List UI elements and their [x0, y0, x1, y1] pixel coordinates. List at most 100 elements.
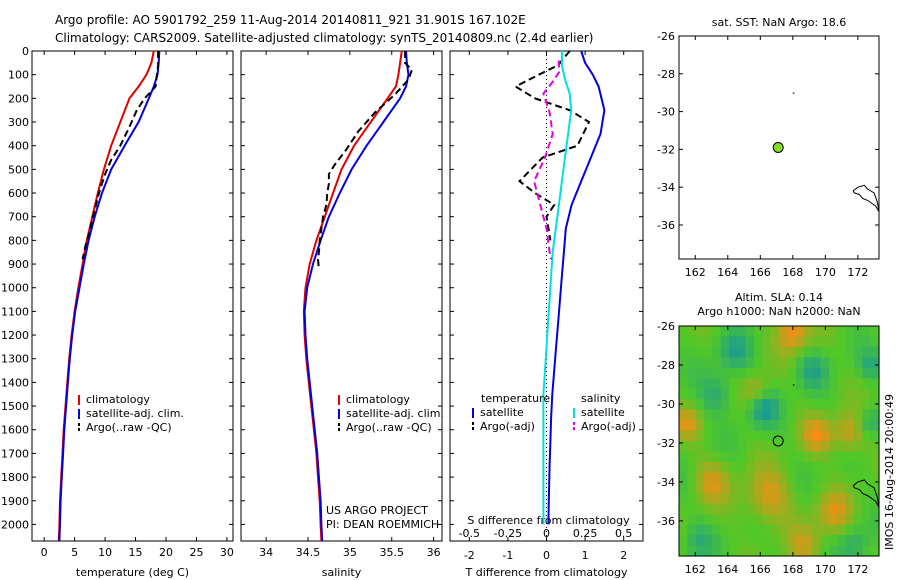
legend-label: satellite-adj. clim. — [86, 407, 184, 420]
heatmap-cell — [854, 493, 863, 505]
heatmap-cell — [704, 430, 713, 442]
heatmap-cell — [820, 503, 830, 515]
heatmap-cell — [745, 409, 755, 421]
heatmap-cell — [754, 451, 763, 463]
heatmap-cell — [762, 388, 772, 400]
heatmap-cell — [870, 451, 880, 463]
x-tick-label: 15 — [129, 546, 143, 559]
heatmap-cell — [687, 451, 697, 463]
heatmap-cell — [770, 420, 780, 432]
x-tick-label: 172 — [847, 266, 868, 279]
heatmap-cell — [720, 503, 730, 515]
heatmap-cell — [787, 388, 797, 400]
heatmap-cell — [795, 399, 805, 411]
heatmap-cell — [845, 451, 855, 463]
heatmap-cell — [745, 545, 755, 557]
heatmap-cell — [787, 409, 797, 421]
heatmap-cell — [779, 336, 788, 348]
heatmap-cell — [737, 451, 747, 463]
heatmap-cell — [820, 461, 830, 473]
heatmap-cell — [687, 336, 697, 348]
heatmap-cell — [804, 441, 813, 453]
x-axis-label: salinity — [322, 566, 362, 579]
heatmap-cell — [837, 378, 847, 390]
heatmap-cell — [795, 430, 805, 442]
y-tick-label: -32 — [657, 143, 675, 156]
y-tick-label: 600 — [8, 187, 29, 200]
heatmap-cell — [762, 378, 772, 390]
heatmap-cell — [712, 346, 722, 358]
heatmap-cell — [837, 420, 847, 432]
y-tick-label: 1500 — [1, 400, 29, 413]
heatmap-cell — [729, 326, 738, 338]
heatmap-cell — [745, 451, 755, 463]
y-tick-label: -34 — [657, 476, 675, 489]
heatmap-cell — [812, 378, 822, 390]
heatmap-cell — [720, 545, 730, 557]
heatmap-cell — [720, 482, 730, 494]
heatmap-cell — [712, 482, 722, 494]
heatmap-cell — [762, 545, 772, 557]
heatmap-cell — [762, 451, 772, 463]
y-tick-label: 800 — [8, 234, 29, 247]
heatmap-cell — [754, 482, 763, 494]
heatmap-cell — [812, 493, 822, 505]
heatmap-cell — [829, 514, 838, 526]
heatmap-cell — [762, 420, 772, 432]
heatmap-cell — [870, 482, 880, 494]
heatmap-cell — [854, 326, 863, 338]
heatmap-cell — [862, 461, 872, 473]
heatmap-cell — [837, 357, 847, 369]
heatmap-cell — [787, 514, 797, 526]
heatmap-cell — [754, 524, 763, 536]
heatmap-cell — [779, 524, 788, 536]
heatmap-cell — [779, 378, 788, 390]
heatmap-cell — [695, 503, 705, 515]
heatmap-cell — [762, 514, 772, 526]
heatmap-cell — [695, 524, 705, 536]
heatmap-cell — [862, 524, 872, 536]
heatmap-cell — [687, 514, 697, 526]
heatmap-cell — [704, 493, 713, 505]
heatmap-cell — [862, 451, 872, 463]
heatmap-cell — [679, 367, 688, 379]
heatmap-cell — [762, 326, 772, 338]
heatmap-cell — [787, 451, 797, 463]
heatmap-cell — [804, 535, 813, 547]
heatmap-cell — [770, 326, 780, 338]
heatmap-cell — [845, 336, 855, 348]
heatmap-cell — [795, 441, 805, 453]
heatmap-cell — [820, 326, 830, 338]
heatmap-cell — [695, 535, 705, 547]
heatmap-cell — [754, 535, 763, 547]
heatmap-cell — [712, 472, 722, 484]
profile-location-marker — [772, 142, 784, 153]
heatmap-cell — [854, 545, 863, 557]
heatmap-cell — [870, 545, 880, 557]
heatmap-cell — [845, 503, 855, 515]
heatmap-cell — [779, 545, 788, 557]
heatmap-cell — [812, 420, 822, 432]
profile-location-marker — [772, 435, 784, 447]
heatmap-cell — [745, 472, 755, 484]
heatmap-cell — [854, 503, 863, 515]
heatmap-cell — [837, 451, 847, 463]
heatmap-cell — [845, 420, 855, 432]
heatmap-cell — [720, 493, 730, 505]
heatmap-cell — [787, 493, 797, 505]
y-tick-label: -26 — [657, 320, 675, 333]
heatmap-cell — [795, 420, 805, 432]
coastline — [852, 184, 880, 213]
heatmap-cell — [762, 409, 772, 421]
heatmap-cell — [704, 451, 713, 463]
x-tick-label-secondary: 0.5 — [615, 527, 633, 540]
heatmap-cell — [720, 409, 730, 421]
heatmap-cell — [812, 346, 822, 358]
heatmap-cell — [687, 472, 697, 484]
heatmap-cell — [804, 451, 813, 463]
heatmap-cell — [829, 388, 838, 400]
heatmap-cell — [779, 346, 788, 358]
heatmap-cell — [804, 430, 813, 442]
heatmap-cell — [820, 388, 830, 400]
heatmap-cell — [679, 545, 688, 557]
